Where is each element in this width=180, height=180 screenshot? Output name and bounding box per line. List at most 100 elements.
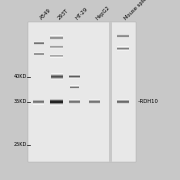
Bar <box>51 77 63 78</box>
Bar <box>118 36 129 37</box>
Text: 35KD: 35KD <box>14 99 27 104</box>
Bar <box>50 48 63 49</box>
Bar <box>34 44 44 45</box>
Bar <box>69 103 80 104</box>
Bar <box>33 102 44 103</box>
Bar <box>118 47 129 48</box>
Bar <box>118 34 129 35</box>
Bar <box>50 47 63 48</box>
Bar <box>50 100 63 101</box>
Text: HT-29: HT-29 <box>75 6 89 21</box>
Bar <box>34 54 44 55</box>
Bar <box>69 78 80 79</box>
Bar <box>34 41 44 42</box>
Bar <box>118 46 129 47</box>
Bar <box>69 77 80 78</box>
Bar <box>28 22 136 162</box>
Bar <box>69 101 80 102</box>
Bar <box>118 35 129 36</box>
Text: A549: A549 <box>39 7 52 21</box>
Bar <box>51 73 63 74</box>
Bar <box>34 55 44 56</box>
Bar <box>33 102 44 103</box>
Bar <box>33 100 44 101</box>
Bar <box>69 99 80 100</box>
Bar <box>50 103 63 104</box>
Text: –RDH10: –RDH10 <box>138 99 159 104</box>
Bar <box>118 49 129 50</box>
Bar <box>33 100 44 101</box>
Bar <box>33 101 44 102</box>
Bar <box>109 22 112 162</box>
Bar <box>50 99 63 100</box>
Bar <box>50 100 63 101</box>
Bar <box>50 37 63 38</box>
Bar <box>118 49 129 50</box>
Bar <box>34 43 44 44</box>
Bar <box>118 50 129 51</box>
Bar <box>118 48 129 49</box>
Bar <box>89 102 100 103</box>
Bar <box>50 45 63 46</box>
Bar <box>50 57 63 58</box>
Bar <box>89 100 100 101</box>
Bar <box>118 35 129 36</box>
Bar <box>118 101 129 102</box>
Bar <box>34 52 44 53</box>
Bar <box>34 53 44 54</box>
Text: 40KD: 40KD <box>14 74 27 79</box>
Bar <box>70 86 79 87</box>
Bar <box>70 85 79 86</box>
Bar <box>69 75 80 76</box>
Bar <box>118 102 129 103</box>
Bar <box>50 99 63 100</box>
Bar <box>33 101 44 102</box>
Bar <box>118 101 129 102</box>
Text: 25KD: 25KD <box>14 142 27 147</box>
Bar <box>51 77 63 78</box>
Bar <box>50 54 63 55</box>
Bar <box>51 74 63 75</box>
Bar <box>89 103 100 104</box>
Bar <box>50 56 63 57</box>
Bar <box>51 76 63 77</box>
Bar <box>89 101 100 102</box>
Bar <box>50 104 63 105</box>
Bar <box>89 102 100 103</box>
Bar <box>50 37 63 38</box>
Bar <box>69 76 80 77</box>
Bar <box>69 74 80 75</box>
Bar <box>34 41 44 42</box>
Bar <box>89 99 100 100</box>
Bar <box>50 57 63 58</box>
Bar <box>70 88 79 89</box>
Bar <box>50 46 63 47</box>
Bar <box>69 102 80 103</box>
Bar <box>118 103 129 104</box>
Bar <box>118 103 129 104</box>
Bar <box>34 42 44 43</box>
Bar <box>50 36 63 37</box>
Bar <box>69 102 80 103</box>
Bar <box>50 54 63 55</box>
Bar <box>33 99 44 100</box>
Bar <box>33 104 44 105</box>
Bar <box>50 103 63 104</box>
Bar <box>118 99 129 100</box>
Bar <box>50 39 63 40</box>
Bar <box>51 78 63 79</box>
Bar <box>69 101 80 102</box>
Bar <box>51 75 63 76</box>
Bar <box>69 103 80 104</box>
Bar <box>70 87 79 88</box>
Bar <box>118 102 129 103</box>
Bar <box>50 102 63 103</box>
Bar <box>50 55 63 56</box>
Text: 293T: 293T <box>57 8 70 21</box>
Text: Mouse spleen: Mouse spleen <box>123 0 152 21</box>
Bar <box>118 37 129 38</box>
Bar <box>89 101 100 102</box>
Text: HepG2: HepG2 <box>94 4 111 21</box>
Bar <box>50 101 63 102</box>
Bar <box>69 77 80 78</box>
